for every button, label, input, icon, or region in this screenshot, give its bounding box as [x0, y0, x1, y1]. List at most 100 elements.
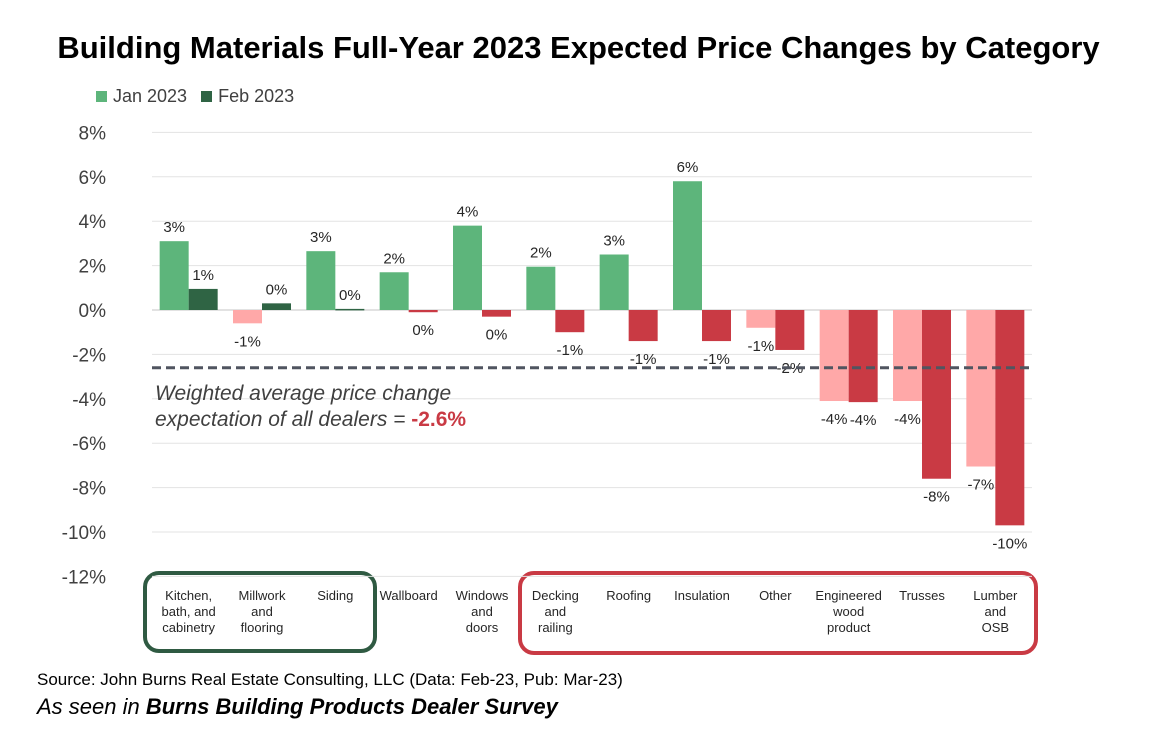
data-label: 0% — [266, 281, 288, 298]
bar-feb — [335, 308, 365, 311]
seen-in-prefix: As seen in — [37, 694, 146, 719]
data-label: 3% — [163, 219, 185, 236]
source-note: Source: John Burns Real Estate Consultin… — [37, 670, 623, 689]
y-tick-label: 0% — [79, 301, 107, 322]
category-label: product — [827, 620, 871, 635]
legend-swatch-feb — [201, 91, 213, 102]
data-label: 1% — [192, 267, 214, 284]
category-label: railing — [538, 620, 573, 635]
y-tick-label: -4% — [72, 390, 106, 411]
data-label: 3% — [603, 233, 625, 250]
red-group-box — [518, 571, 1038, 655]
data-label: 0% — [339, 287, 361, 304]
category-label: flooring — [241, 620, 284, 635]
category-label: Wallboard — [380, 588, 438, 603]
category-label: and — [984, 604, 1006, 619]
data-label: 0% — [486, 327, 508, 344]
legend-item-feb: Feb 2023 — [201, 86, 294, 107]
y-tick-label: 6% — [79, 168, 107, 189]
category-label: and — [251, 604, 273, 619]
bar-jan — [819, 310, 849, 402]
bar-jan — [893, 310, 922, 402]
bar-feb — [188, 288, 218, 310]
data-label: 2% — [530, 245, 552, 262]
bar-jan — [453, 225, 482, 310]
category-label: wood — [832, 604, 864, 619]
y-tick-label: 2% — [79, 257, 107, 278]
annotation-line2: expectation of all dealers = -2.6% — [155, 408, 466, 431]
seen-in-name: Burns Building Products Dealer Survey — [145, 694, 558, 719]
category-label: Other — [759, 588, 792, 603]
bar-jan — [159, 241, 189, 310]
y-tick-label: -6% — [72, 434, 106, 455]
data-label: 6% — [677, 159, 699, 176]
data-label: -7% — [967, 477, 994, 494]
category-label: and — [471, 604, 493, 619]
y-tick-label: 8% — [79, 123, 107, 144]
category-label: OSB — [982, 620, 1009, 635]
data-label: -1% — [747, 338, 774, 355]
category-label: and — [544, 604, 566, 619]
chart-title: Building Materials Full-Year 2023 Expect… — [57, 30, 1100, 65]
bar-jan — [673, 181, 702, 310]
annotation-value: -2.6% — [411, 408, 466, 431]
bar-feb — [995, 310, 1025, 526]
bar-jan — [233, 310, 262, 324]
category-label: Engineered — [815, 588, 882, 603]
data-label: 2% — [383, 250, 405, 267]
bar-jan — [306, 251, 336, 310]
data-label: -1% — [234, 333, 261, 350]
category-label: Siding — [317, 588, 353, 603]
category-label: Lumber — [973, 588, 1018, 603]
green-group-box — [143, 571, 377, 653]
seen-in-note: As seen in Burns Building Products Deale… — [37, 694, 558, 720]
bar-feb — [702, 310, 731, 342]
bar-feb — [555, 310, 585, 333]
data-label: 3% — [310, 229, 332, 246]
category-label: Trusses — [899, 588, 945, 603]
annotation-text: expectation of all dealers = — [155, 408, 411, 431]
category-label: Kitchen, — [165, 588, 212, 603]
bar-jan — [379, 272, 409, 310]
data-label: -1% — [556, 342, 583, 359]
data-label: -4% — [821, 411, 848, 428]
bar-feb — [628, 310, 658, 342]
bar-jan — [526, 266, 556, 310]
bar-feb — [408, 310, 438, 313]
bar-jan — [966, 310, 996, 467]
category-label: Millwork — [239, 588, 286, 603]
y-tick-label: 4% — [79, 212, 107, 233]
data-label: -4% — [894, 411, 921, 428]
data-label: -4% — [850, 412, 877, 429]
y-tick-label: -10% — [62, 523, 106, 544]
category-label: Decking — [532, 588, 579, 603]
category-label: Insulation — [674, 588, 730, 603]
bar-jan — [746, 310, 776, 328]
data-label: -1% — [703, 351, 730, 368]
data-label: -8% — [923, 489, 950, 506]
category-label: Roofing — [606, 588, 651, 603]
bar-feb — [775, 310, 805, 350]
legend-label-jan: Jan 2023 — [113, 86, 188, 106]
data-label: 4% — [457, 204, 479, 221]
bar-jan — [599, 254, 629, 310]
category-label: doors — [466, 620, 499, 635]
y-tick-label: -12% — [62, 567, 106, 588]
data-label: -1% — [630, 351, 657, 368]
data-label: -10% — [992, 535, 1027, 552]
category-label: cabinetry — [162, 620, 215, 635]
y-tick-label: -2% — [72, 345, 106, 366]
annotation-line1: Weighted average price change — [155, 382, 451, 405]
legend-item-jan: Jan 2023 — [96, 86, 187, 107]
legend-swatch-jan — [96, 91, 107, 102]
bar-feb — [848, 310, 878, 403]
category-label: bath, and — [162, 604, 216, 619]
bar-feb — [922, 310, 951, 479]
category-label: Windows — [456, 588, 509, 603]
legend-label-feb: Feb 2023 — [218, 86, 295, 106]
legend: Jan 2023 Feb 2023 — [96, 86, 294, 107]
y-tick-label: -8% — [72, 479, 106, 500]
data-label: 0% — [412, 322, 434, 339]
